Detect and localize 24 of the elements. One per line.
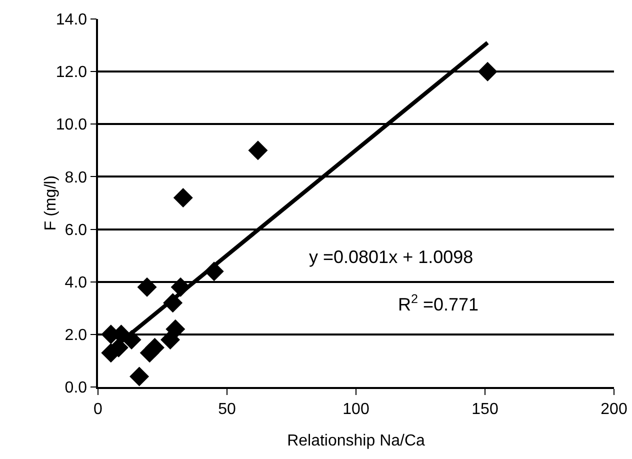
y-tick-label: 6.0 — [64, 222, 88, 239]
point — [145, 338, 165, 358]
point — [130, 366, 150, 386]
y-tick-label: 8.0 — [64, 169, 88, 186]
y-tick-label: 10.0 — [56, 116, 88, 134]
point — [478, 62, 498, 82]
y-tick-label: 0.0 — [64, 380, 88, 397]
annotation: y =0.0801x + 1.0098 — [309, 247, 474, 267]
point — [248, 140, 268, 160]
x-tick-label: 200 — [600, 400, 628, 418]
annotation: R$^{2}$ =0.771 — [398, 292, 479, 315]
x-axis-title: Relationship Na/Ca — [287, 432, 426, 450]
point — [137, 277, 157, 297]
y-tick-label: 2.0 — [64, 327, 88, 344]
y-axis-title: F (mg/l) — [42, 175, 60, 231]
x-tick-label: 100 — [342, 400, 370, 418]
x-tick-label: 0 — [94, 400, 103, 418]
x-tick-label: 150 — [472, 400, 498, 418]
y-tick-label: 12.0 — [56, 64, 88, 82]
x-tick-label: 50 — [218, 400, 236, 418]
point — [173, 188, 193, 208]
y-tick-label: 14.0 — [56, 12, 88, 29]
point — [160, 330, 180, 350]
y-tick-label: 4.0 — [64, 274, 88, 292]
